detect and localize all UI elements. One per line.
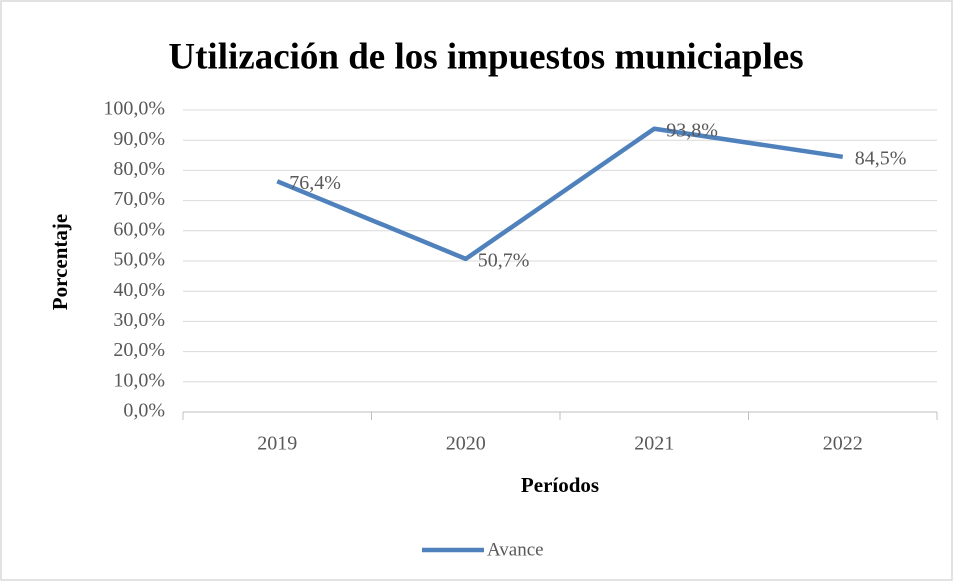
x-tick-label: 2021 [634,433,674,455]
y-tick-label: 0,0% [123,400,165,422]
y-tick-label: 40,0% [113,279,165,301]
y-tick-label: 90,0% [113,128,165,150]
data-label: 76,4% [289,172,341,194]
series-line [276,126,844,262]
y-tick-label: 50,0% [113,249,165,271]
y-tick-label: 60,0% [113,218,165,240]
chart-title: Utilización de los impuestos municiaples [168,36,803,77]
y-tick-label: 70,0% [113,188,165,210]
y-tick-label: 10,0% [113,369,165,391]
x-tick-label: 2022 [823,433,863,455]
y-tick-label: 20,0% [113,339,165,361]
y-axis-title: Porcentaje [48,214,72,310]
data-label: 50,7% [478,249,530,271]
y-tick-label: 30,0% [113,309,165,331]
x-tick-label: 2019 [257,433,297,455]
y-tick-label: 80,0% [113,158,165,180]
legend-label: Avance [487,539,544,560]
x-tick-label: 2020 [446,433,486,455]
x-axis-title: Períodos [521,473,599,497]
y-tick-label: 100,0% [103,98,165,120]
data-label: 93,8% [666,119,718,141]
data-label: 84,5% [855,147,907,169]
